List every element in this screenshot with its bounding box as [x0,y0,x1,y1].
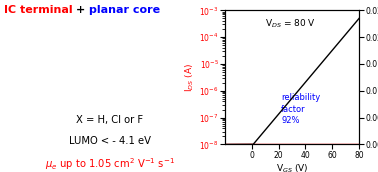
Text: +: + [76,5,85,15]
Text: LUMO < - 4.1 eV: LUMO < - 4.1 eV [69,136,150,146]
Text: reliability
factor
92%: reliability factor 92% [281,94,321,125]
Text: planar core: planar core [89,5,160,15]
Text: IC terminal: IC terminal [4,5,73,15]
Text: $\mu_e$ up to 1.05 cm$^2$ V$^{-1}$ s$^{-1}$: $\mu_e$ up to 1.05 cm$^2$ V$^{-1}$ s$^{-… [45,157,175,172]
X-axis label: V$_{GS}$ (V): V$_{GS}$ (V) [276,163,308,172]
Text: X = H, Cl or F: X = H, Cl or F [76,115,143,125]
Y-axis label: I$_{DS}$ (A): I$_{DS}$ (A) [184,63,197,92]
Text: V$_{DS}$ = 80 V: V$_{DS}$ = 80 V [265,17,316,30]
